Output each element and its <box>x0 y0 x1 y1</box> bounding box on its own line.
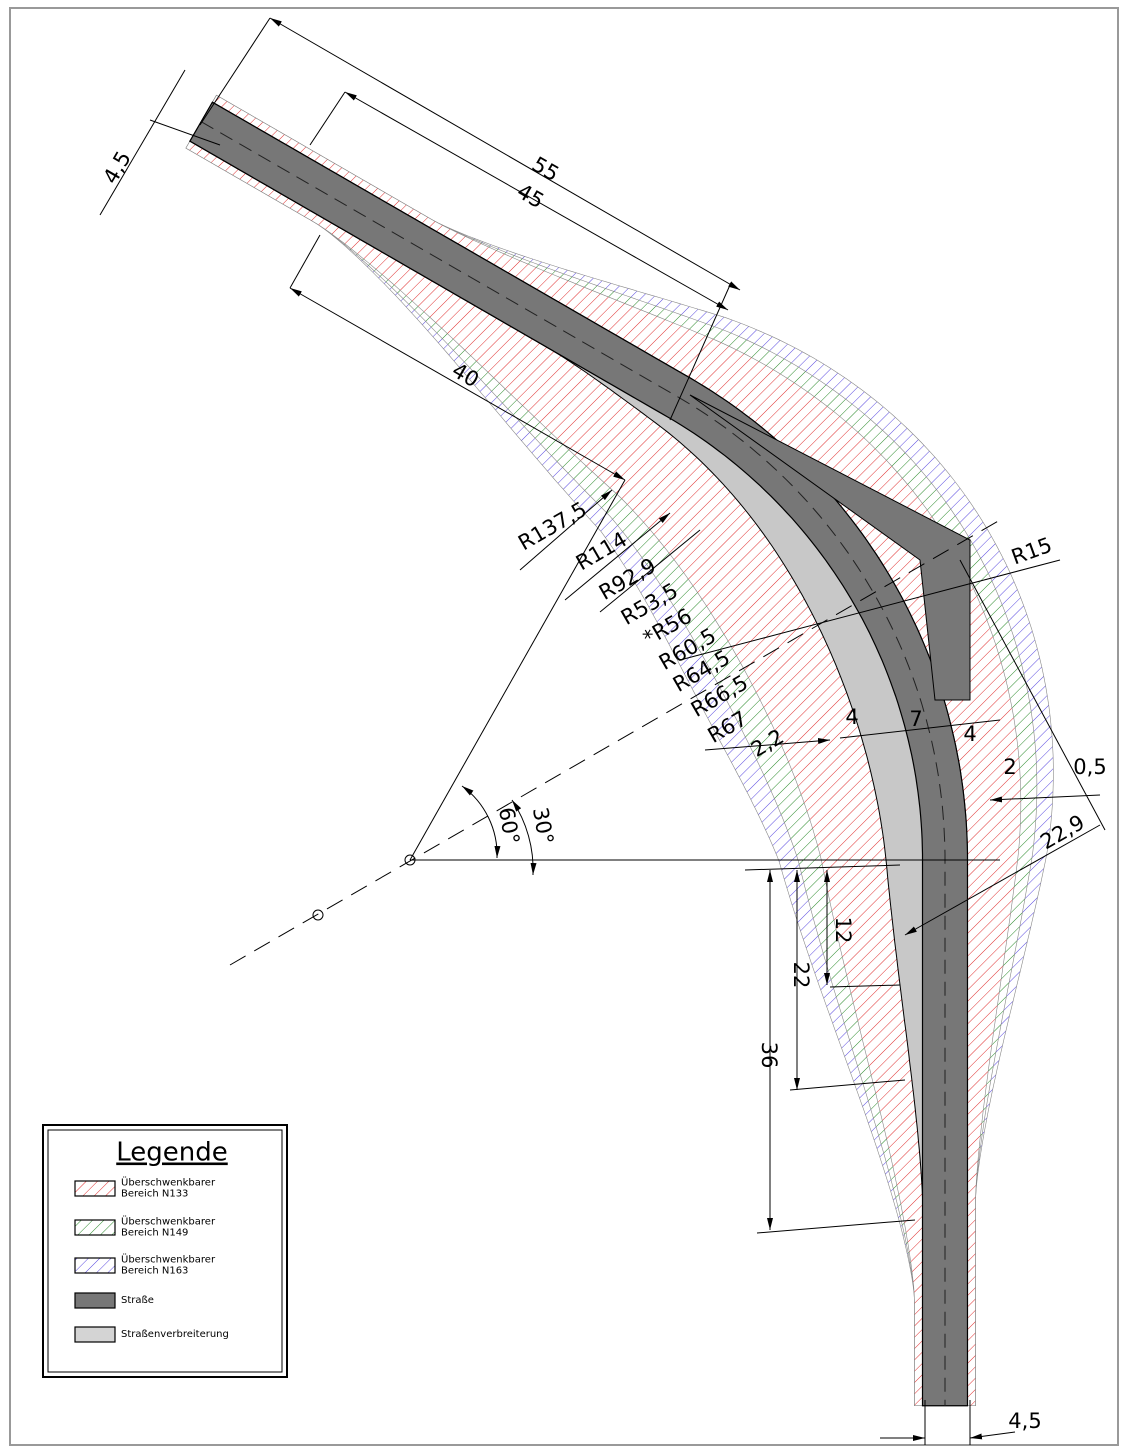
legend-label: Bereich N149 <box>121 1228 188 1239</box>
dimension-label: 4 <box>963 722 976 746</box>
dimension-label: 36 <box>757 1042 781 1069</box>
dimension-label: 7 <box>909 707 922 731</box>
road-corner <box>689 394 971 701</box>
legend-label: Bereich N163 <box>121 1266 188 1277</box>
dimension-label: 12 <box>831 917 855 944</box>
legend-label: Bereich N133 <box>121 1189 188 1200</box>
legend-swatch <box>74 1219 116 1236</box>
legend-swatch <box>74 1180 116 1197</box>
legend-label: Straße <box>121 1295 154 1306</box>
legend-label: Überschwenkbarer <box>121 1176 216 1189</box>
dimension-label: 2 <box>1003 755 1016 779</box>
dimension-label: 4 <box>845 705 858 729</box>
legend-swatch <box>74 1292 116 1309</box>
legend-label: Überschwenkbarer <box>121 1215 216 1228</box>
dimension-label: 0,5 <box>1073 755 1106 779</box>
legend-label: Straßenverbreiterung <box>121 1329 229 1340</box>
legend-title: Legende <box>116 1138 228 1168</box>
dimension-lines <box>99 17 1106 1445</box>
legend-label: Überschwenkbarer <box>121 1253 216 1266</box>
dimension-label: 4,5 <box>1008 1409 1041 1433</box>
legend-swatch <box>74 1326 116 1343</box>
legend-swatch <box>74 1257 116 1274</box>
dimension-label: 22 <box>789 962 813 989</box>
